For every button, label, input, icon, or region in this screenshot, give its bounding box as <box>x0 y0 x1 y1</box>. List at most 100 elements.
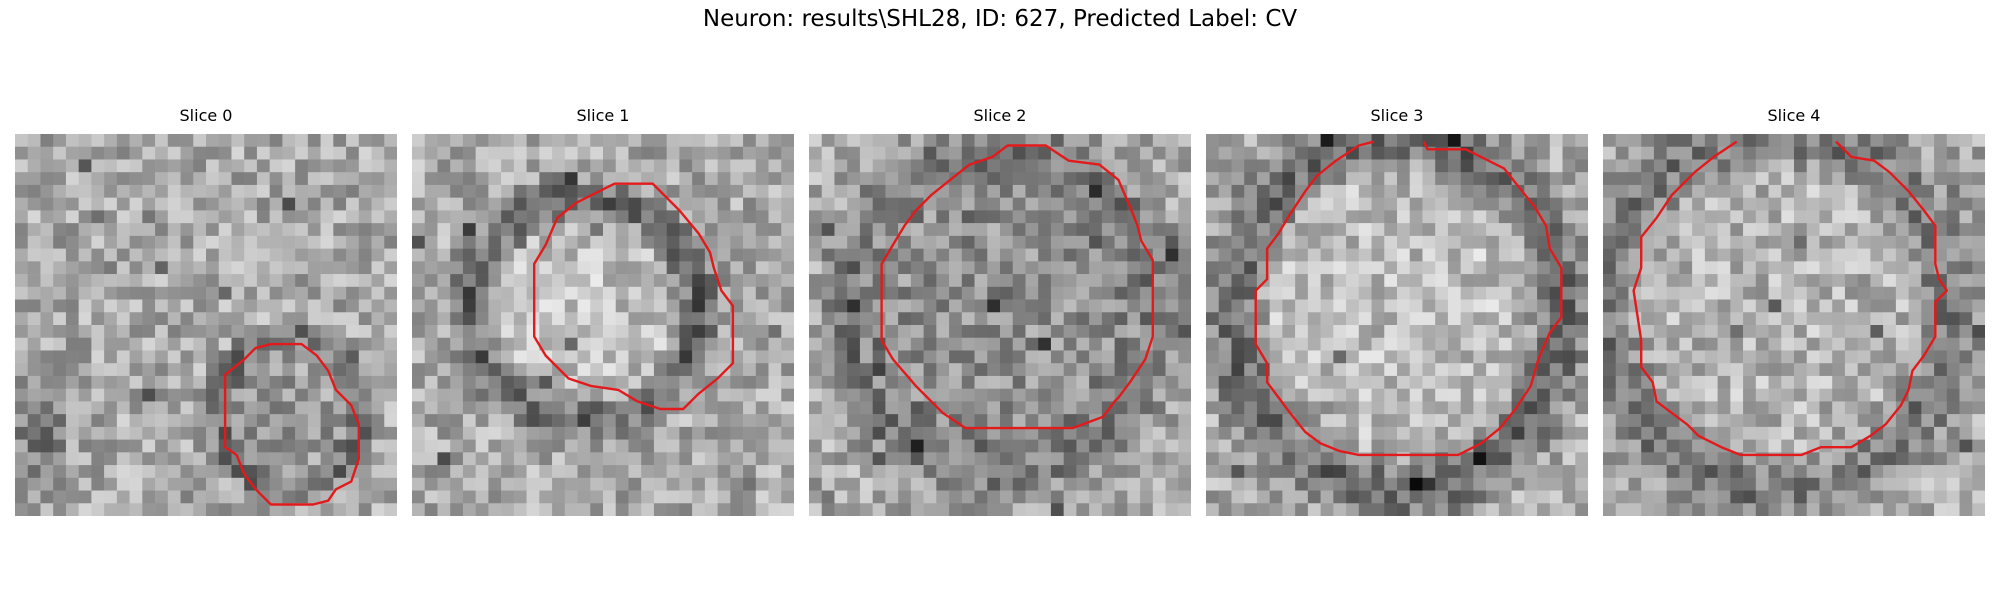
image-pixel <box>295 184 309 198</box>
image-pixel <box>1000 325 1014 339</box>
image-pixel <box>1628 503 1642 516</box>
image-pixel <box>384 299 397 313</box>
image-pixel <box>1025 312 1039 326</box>
image-pixel <box>1295 350 1309 364</box>
image-pixel <box>666 299 680 313</box>
image-pixel <box>1806 401 1820 415</box>
image-pixel <box>269 452 283 466</box>
image-pixel <box>1524 350 1538 364</box>
image-pixel <box>450 477 464 491</box>
image-pixel <box>167 146 181 160</box>
image-pixel <box>1641 490 1655 504</box>
image-pixel <box>1025 490 1039 504</box>
image-pixel <box>679 490 693 504</box>
image-pixel <box>1794 375 1808 389</box>
image-pixel <box>1295 134 1309 148</box>
image-pixel <box>1615 388 1629 402</box>
image-pixel <box>65 503 79 516</box>
image-pixel <box>1231 299 1245 313</box>
image-pixel <box>116 388 130 402</box>
image-pixel <box>1269 452 1283 466</box>
image-pixel <box>603 210 617 224</box>
image-pixel <box>1384 350 1398 364</box>
image-pixel <box>358 401 372 415</box>
image-pixel <box>1653 325 1667 339</box>
image-pixel <box>282 210 296 224</box>
image-pixel <box>450 490 464 504</box>
image-pixel <box>768 235 782 249</box>
image-pixel <box>1346 375 1360 389</box>
image-pixel <box>1320 223 1334 237</box>
image-pixel <box>564 439 578 453</box>
image-pixel <box>1730 299 1744 313</box>
image-pixel <box>1256 312 1270 326</box>
image-pixel <box>1165 197 1179 211</box>
image-pixel <box>898 312 912 326</box>
image-pixel <box>1486 465 1500 479</box>
image-pixel <box>180 503 194 516</box>
image-pixel <box>1473 452 1487 466</box>
image-pixel <box>898 388 912 402</box>
image-pixel <box>1346 134 1360 148</box>
image-pixel <box>1050 325 1064 339</box>
image-pixel <box>1000 477 1014 491</box>
image-pixel <box>437 350 451 364</box>
image-pixel <box>1063 363 1077 377</box>
image-pixel <box>155 146 169 160</box>
image-pixel <box>590 337 604 351</box>
image-pixel <box>1666 465 1680 479</box>
image-pixel <box>1743 337 1757 351</box>
image-pixel <box>1895 274 1909 288</box>
image-pixel <box>1089 223 1103 237</box>
image-pixel <box>1857 477 1871 491</box>
image-pixel <box>898 274 912 288</box>
image-pixel <box>692 452 706 466</box>
image-pixel <box>1717 134 1731 148</box>
image-pixel <box>1921 261 1935 275</box>
image-pixel <box>1883 274 1897 288</box>
image-pixel <box>501 350 515 364</box>
image-pixel <box>653 274 667 288</box>
image-pixel <box>282 134 296 148</box>
image-pixel <box>1870 159 1884 173</box>
image-pixel <box>1206 414 1220 428</box>
image-pixel <box>1806 197 1820 211</box>
image-pixel <box>1460 337 1474 351</box>
image-pixel <box>1295 248 1309 262</box>
image-pixel <box>244 274 258 288</box>
image-pixel <box>320 210 334 224</box>
image-pixel <box>437 159 451 173</box>
image-pixel <box>692 274 706 288</box>
image-pixel <box>552 414 566 428</box>
image-pixel <box>1641 235 1655 249</box>
image-pixel <box>743 414 757 428</box>
image-pixel <box>1628 261 1642 275</box>
image-pixel <box>1050 210 1064 224</box>
image-pixel <box>231 401 245 415</box>
image-pixel <box>1101 477 1115 491</box>
image-pixel <box>809 286 823 300</box>
image-pixel <box>898 490 912 504</box>
image-pixel <box>450 210 464 224</box>
image-pixel <box>475 159 489 173</box>
image-pixel <box>1857 439 1871 453</box>
image-pixel <box>1781 261 1795 275</box>
image-pixel <box>244 414 258 428</box>
image-pixel <box>1333 299 1347 313</box>
image-pixel <box>1794 350 1808 364</box>
image-pixel <box>1908 274 1922 288</box>
image-pixel <box>167 274 181 288</box>
image-pixel <box>666 223 680 237</box>
image-pixel <box>1498 299 1512 313</box>
image-pixel <box>704 210 718 224</box>
image-pixel <box>1498 325 1512 339</box>
image-pixel <box>116 375 130 389</box>
image-pixel <box>1857 210 1871 224</box>
image-pixel <box>755 375 769 389</box>
image-pixel <box>1320 210 1334 224</box>
image-pixel <box>116 146 130 160</box>
image-pixel <box>1768 388 1782 402</box>
image-pixel <box>730 261 744 275</box>
image-pixel <box>462 299 476 313</box>
image-pixel <box>1295 223 1309 237</box>
